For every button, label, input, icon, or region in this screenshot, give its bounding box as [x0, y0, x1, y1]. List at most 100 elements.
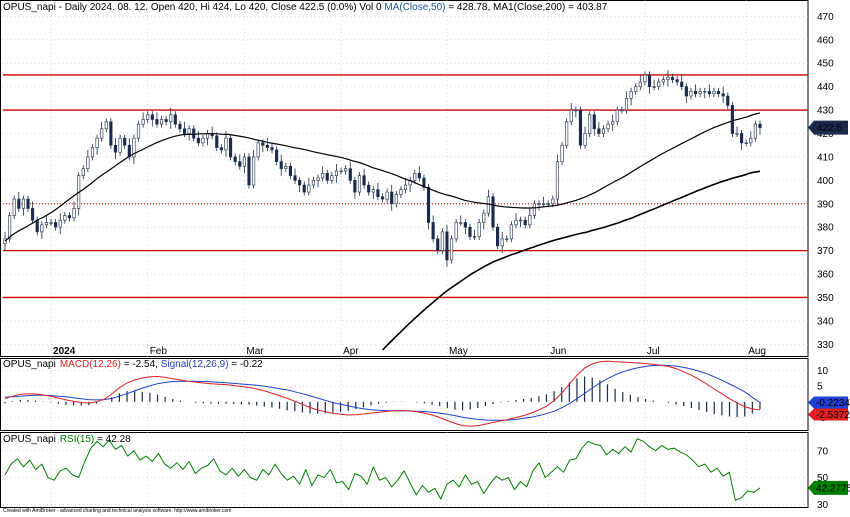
- rsi-last-value: 42.2775: [808, 480, 850, 495]
- candle: [620, 106, 624, 114]
- candle-body: [187, 128, 191, 134]
- rsi-label: RSI(15): [60, 434, 94, 445]
- candle: [758, 120, 762, 135]
- candle: [606, 120, 610, 133]
- candle-body: [624, 98, 629, 111]
- candle-body: [247, 156, 251, 186]
- candle-body: [546, 203, 550, 205]
- candle: [247, 153, 251, 189]
- candle: [574, 106, 578, 118]
- date-tick-label: Feb: [150, 346, 168, 357]
- candle-body: [219, 147, 223, 151]
- candle: [31, 201, 35, 224]
- macd-label: MACD(12,26): [60, 359, 121, 370]
- candle-body: [615, 109, 619, 123]
- candle: [81, 165, 85, 180]
- candle-body: [606, 123, 610, 130]
- candle: [380, 193, 385, 203]
- price-pane-title: OPUS_napi - Daily 2024. 08. 12. Open 420…: [3, 2, 608, 13]
- candle-body: [426, 187, 431, 223]
- candle-body: [12, 198, 16, 216]
- symbol-label: OPUS_napi: [3, 2, 56, 13]
- candle-body: [357, 175, 362, 193]
- candle: [210, 126, 214, 140]
- signal-last-box: [808, 396, 848, 409]
- candle: [449, 235, 454, 264]
- candle: [675, 76, 679, 86]
- candle-body: [509, 224, 513, 240]
- candle-body: [344, 168, 348, 172]
- candle-body: [178, 123, 182, 130]
- candle: [592, 111, 596, 136]
- candle: [275, 146, 279, 166]
- candle-body: [735, 133, 739, 135]
- macd-last-values: -0.22346-2.53726: [808, 396, 850, 421]
- candle-body: [477, 222, 481, 237]
- price-tick-label: 400: [817, 176, 834, 187]
- candle: [325, 169, 329, 184]
- candle-body: [693, 91, 698, 94]
- candle-body: [141, 119, 145, 125]
- candle-body: [371, 189, 375, 193]
- candle-body: [288, 165, 292, 176]
- candle: [17, 192, 21, 212]
- candle-body: [753, 123, 757, 139]
- candle: [100, 121, 104, 142]
- signal-line: [4, 364, 761, 421]
- candle-body: [109, 121, 113, 146]
- moving-averages: [4, 112, 761, 351]
- candle-body: [321, 173, 325, 179]
- price-tick-label: 390: [817, 199, 834, 210]
- macd-last-label: -2.53726: [816, 410, 850, 421]
- candle: [353, 176, 357, 200]
- macd-tick-label: 10: [817, 366, 829, 377]
- candle-body: [417, 173, 421, 179]
- candle-body: [307, 184, 311, 193]
- candle-body: [652, 86, 656, 88]
- candle: [615, 106, 619, 126]
- price-tick-label: 330: [817, 340, 834, 351]
- candle: [403, 178, 408, 194]
- candle: [307, 178, 311, 196]
- candle: [164, 115, 168, 126]
- candle: [159, 115, 164, 128]
- candle-body: [473, 236, 477, 238]
- candle: [726, 92, 730, 109]
- candle: [339, 167, 343, 175]
- candle-body: [224, 137, 228, 151]
- macd-last-box: [808, 408, 848, 421]
- candle-body: [758, 123, 762, 128]
- candle: [468, 223, 472, 241]
- candle: [123, 134, 127, 149]
- candle-body: [26, 198, 30, 209]
- date-tick-label: Aug: [748, 346, 766, 357]
- candle: [3, 231, 7, 251]
- candle-body: [44, 222, 48, 226]
- candle-body: [238, 161, 242, 167]
- ma200-label: MA1(Close,200): [493, 2, 565, 13]
- candle-body: [182, 128, 187, 134]
- candle-body: [63, 215, 67, 221]
- candle: [136, 120, 141, 142]
- candle: [505, 235, 509, 243]
- candle: [58, 213, 62, 235]
- date-tick-label: 2024: [53, 346, 76, 357]
- candle: [491, 193, 495, 231]
- candle-body: [422, 177, 426, 188]
- candle: [426, 183, 431, 230]
- candle-body: [261, 142, 265, 146]
- candle-body: [132, 137, 136, 158]
- ma200-value: = 403.87: [565, 2, 607, 13]
- candle-body: [666, 76, 670, 80]
- candle-body: [537, 203, 541, 205]
- candle: [288, 162, 292, 180]
- candle-body: [721, 93, 725, 97]
- candle: [178, 120, 182, 133]
- candle-body: [362, 175, 366, 186]
- candle-body: [367, 184, 371, 193]
- candle-body: [611, 121, 615, 125]
- footer-credit: Created with AmiBroker - advanced charti…: [3, 508, 232, 514]
- candle-body: [542, 203, 546, 205]
- candle: [496, 223, 500, 250]
- price-tick-label: 380: [817, 223, 834, 234]
